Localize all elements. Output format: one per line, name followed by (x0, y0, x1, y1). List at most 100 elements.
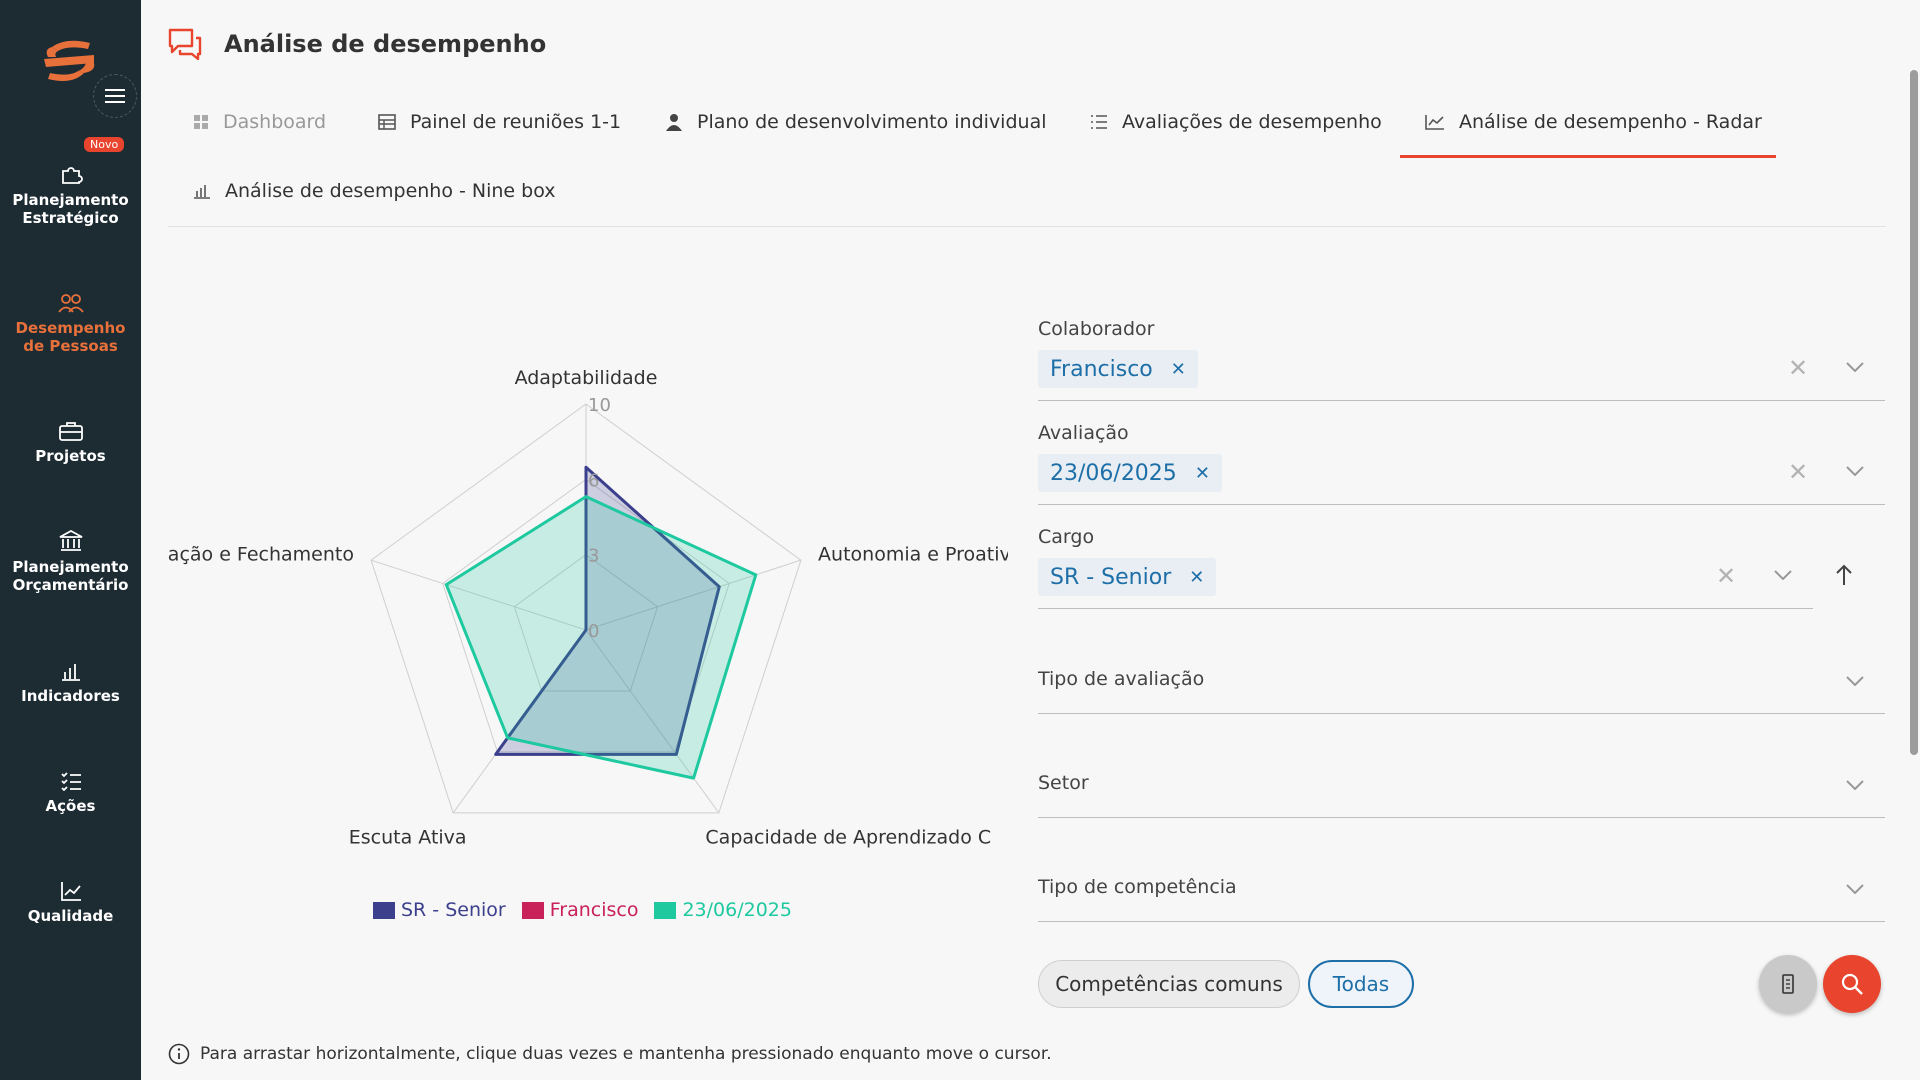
scale-label: 6 (588, 470, 599, 491)
active-tab-indicator (1400, 155, 1776, 158)
setor-field[interactable]: Setor (1038, 772, 1885, 820)
sidebar-item-indicadores[interactable]: Indicadores (0, 661, 141, 705)
list-icon (1091, 115, 1107, 129)
field-underline (1038, 921, 1885, 922)
todas-button[interactable]: Todas (1308, 960, 1414, 1008)
tab-label: Análise de desempenho - Radar (1459, 111, 1762, 133)
chevron-down-icon[interactable] (1846, 884, 1864, 894)
clear-icon[interactable]: ✕ (1788, 458, 1809, 486)
radar-chart[interactable]: 0 3 6 10 Adaptabilidade Autonomia e Proativ Ca… (168, 340, 1008, 860)
selected-chip: Francisco ✕ (1038, 350, 1198, 388)
menu-toggle-button[interactable] (93, 74, 137, 118)
search-icon (1841, 973, 1863, 995)
radar-chart-svg: 0 3 6 10 Adaptabilidade Autonomia e Proativ Ca… (168, 367, 1008, 848)
legend-swatch (521, 901, 544, 919)
tab-plano-desenvolvimento[interactable]: Plano de desenvolvimento individual (665, 111, 1047, 133)
person-icon (666, 114, 682, 131)
legend-item-series-3[interactable]: 23/06/2025 (654, 899, 792, 921)
chevron-down-icon[interactable] (1846, 780, 1864, 790)
document-button[interactable] (1759, 955, 1817, 1013)
sidebar-item-planejamento-estrategico[interactable]: Planejamento Estratégico (0, 163, 141, 227)
sidebar-item-acoes[interactable]: Ações (0, 771, 141, 815)
bank-icon (59, 530, 82, 551)
field-underline (1038, 504, 1885, 505)
tipo-competencia-field[interactable]: Tipo de competência (1038, 876, 1885, 924)
sidebar-item-label: Qualidade (27, 907, 114, 925)
page-header: Análise de desempenho (168, 28, 546, 60)
scrollbar[interactable] (1910, 70, 1918, 755)
trend-icon (60, 882, 81, 901)
remove-chip-icon[interactable]: ✕ (1194, 462, 1210, 484)
legend-label: SR - Senior (401, 899, 506, 921)
series-area-3 (444, 495, 758, 780)
sidebar-item-label: Planejamento (12, 558, 129, 576)
sidebar-item-label: Ações (45, 797, 96, 815)
sidebar-item-label: Desempenho (15, 319, 126, 337)
axis-label: Autonomia e Proativ (818, 544, 1008, 566)
tab-label: Análise de desempenho - Nine box (225, 180, 556, 202)
legend-swatch (373, 901, 395, 919)
puzzle-icon (61, 167, 83, 184)
tabs-divider (168, 226, 1886, 227)
bar-chart-icon (194, 185, 210, 199)
tab-label: Plano de desenvolvimento individual (697, 111, 1047, 133)
tab-label: Painel de reuniões 1-1 (410, 111, 622, 133)
scale-label: 0 (588, 621, 599, 642)
grid-ring (370, 403, 802, 814)
document-icon (1782, 974, 1794, 994)
sidebar-item-desempenho-pessoas[interactable]: Desempenho de Pessoas (0, 293, 141, 355)
tab-dashboard[interactable]: Dashboard (193, 111, 326, 133)
axis-label: Capacidade de Aprendizado C (705, 826, 991, 848)
table-icon (378, 114, 396, 130)
checklist-icon (60, 772, 81, 791)
briefcase-icon (58, 422, 83, 441)
sidebar-item-projetos[interactable]: Projetos (0, 421, 141, 465)
legend-item-series-1[interactable]: SR - Senior (373, 899, 506, 921)
line-chart-icon (1425, 115, 1444, 130)
chevron-down-icon[interactable] (1846, 676, 1864, 686)
scale-label: 3 (588, 546, 599, 567)
chevron-down-icon[interactable] (1846, 362, 1864, 372)
scale-label: 10 (588, 395, 611, 416)
hint-text: Para arrastar horizontalmente, clique du… (200, 1044, 1052, 1064)
selected-chip: SR - Senior ✕ (1038, 558, 1217, 596)
tab-analise-radar[interactable]: Análise de desempenho - Radar (1425, 111, 1762, 133)
search-button[interactable] (1823, 955, 1881, 1013)
remove-chip-icon[interactable]: ✕ (1170, 358, 1186, 380)
legend-item-series-2[interactable]: Francisco (521, 899, 638, 921)
tab-painel-reunioes[interactable]: Painel de reuniões 1-1 (378, 111, 621, 133)
chip-label: 23/06/2025 (1050, 460, 1177, 486)
avaliacao-field[interactable]: Avaliação 23/06/2025 ✕ ✕ (1038, 422, 1885, 506)
clear-icon[interactable]: ✕ (1716, 562, 1737, 590)
sidebar-item-planejamento-orcamentario[interactable]: Planejamento Orçamentário (0, 530, 141, 594)
chart-legend: SR - Senior Francisco 23/06/2025 (373, 899, 808, 921)
colaborador-field[interactable]: Colaborador Francisco ✕ ✕ (1038, 318, 1885, 402)
field-label: Colaborador (1038, 318, 1155, 340)
chevron-down-icon[interactable] (1846, 466, 1864, 476)
legend-swatch (654, 901, 677, 919)
chip-label: SR - Senior (1050, 564, 1172, 590)
cargo-field[interactable]: Cargo SR - Senior ✕ ✕ (1038, 526, 1885, 610)
competencias-comuns-button[interactable]: Competências comuns (1038, 960, 1300, 1008)
axis-label: Adaptabilidade (515, 367, 658, 389)
axis-label: ciação e Fechamento (168, 544, 354, 566)
tab-label: Avaliações de desempenho (1122, 111, 1382, 133)
axis-spoke (370, 559, 587, 631)
sidebar-item-label: Indicadores (21, 687, 120, 705)
sort-up-icon[interactable] (1835, 564, 1853, 586)
tab-avaliacoes-desempenho[interactable]: Avaliações de desempenho (1090, 111, 1382, 133)
field-label: Cargo (1038, 526, 1095, 548)
axis-spoke (585, 629, 720, 814)
app-logo[interactable] (38, 33, 104, 89)
sidebar-item-label: Planejamento (12, 191, 129, 209)
sidebar-item-label: Estratégico (22, 209, 119, 227)
field-underline (1038, 817, 1885, 818)
tab-analise-nine-box[interactable]: Análise de desempenho - Nine box (193, 180, 556, 202)
remove-chip-icon[interactable]: ✕ (1189, 566, 1205, 588)
sidebar-item-qualidade[interactable]: Qualidade (0, 881, 141, 925)
chip-label: Francisco (1050, 356, 1153, 382)
chevron-down-icon[interactable] (1774, 570, 1792, 580)
tipo-avaliacao-field[interactable]: Tipo de avaliação (1038, 668, 1885, 716)
field-underline (1038, 400, 1885, 401)
clear-icon[interactable]: ✕ (1788, 354, 1809, 382)
